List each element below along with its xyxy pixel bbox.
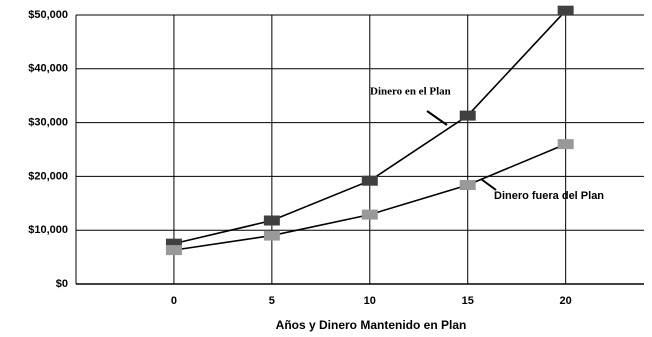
marker <box>165 245 182 256</box>
x-axis-label: Años y Dinero Mantenido en Plan <box>276 318 467 332</box>
y-tick-label: $40,000 <box>28 63 68 75</box>
marker <box>263 230 280 241</box>
y-tick-label: $10,000 <box>28 224 68 236</box>
annotation: Dinero fuera del Plan <box>494 190 605 202</box>
marker <box>459 180 476 191</box>
x-tick-label: 5 <box>269 295 275 307</box>
x-tick-label: 0 <box>171 295 177 307</box>
marker <box>557 5 574 16</box>
annotation: Dinero en el Plan <box>370 86 451 98</box>
y-tick-label: $0 <box>56 278 68 290</box>
annotation-box: Dinero fuera del Plan <box>494 190 605 202</box>
y-tick-label: $20,000 <box>28 170 68 182</box>
marker <box>263 215 280 226</box>
marker <box>361 175 378 186</box>
annotation-pointer <box>480 178 497 191</box>
marker <box>361 209 378 220</box>
y-tick-label: $30,000 <box>28 117 68 129</box>
marker <box>165 238 182 249</box>
marker <box>459 110 476 121</box>
x-tick-label: 20 <box>560 295 572 307</box>
x-tick-label: 10 <box>364 295 376 307</box>
x-tick-label: 15 <box>462 295 474 307</box>
y-tick-label: $50,000 <box>28 9 68 21</box>
marker <box>557 139 574 150</box>
